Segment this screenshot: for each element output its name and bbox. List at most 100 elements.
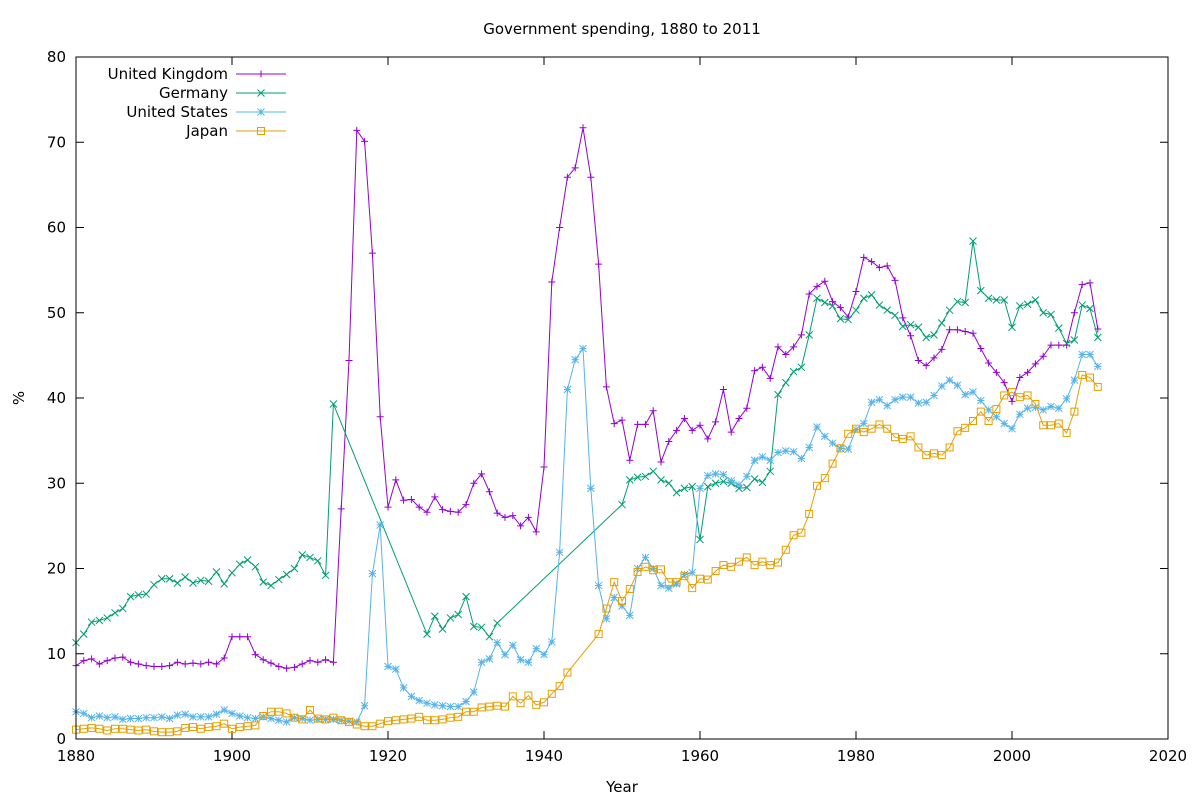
data-point-japan: [875, 420, 884, 429]
data-point-united-states: [189, 712, 197, 721]
data-point-japan: [719, 561, 728, 570]
data-point-united-kingdom: [439, 506, 447, 514]
data-point-united-states: [641, 553, 650, 562]
legend-entry-germany: Germany: [159, 84, 286, 102]
data-point-united-kingdom: [797, 331, 805, 339]
data-point-germany: [984, 294, 993, 303]
data-point-japan: [337, 716, 346, 725]
data-point-united-states: [532, 644, 541, 653]
data-point-united-kingdom: [782, 351, 790, 359]
data-point-united-kingdom: [774, 343, 782, 351]
data-point-japan: [657, 565, 665, 574]
data-point-japan: [555, 682, 564, 691]
data-point-united-kingdom: [985, 359, 993, 367]
data-point-united-states: [111, 712, 119, 721]
data-point-united-kingdom: [1000, 379, 1008, 387]
data-point-united-kingdom: [454, 508, 462, 516]
data-point-united-states: [906, 393, 915, 402]
data-point-germany: [259, 578, 268, 586]
data-point-united-kingdom: [173, 658, 181, 666]
y-tick-label: 10: [47, 645, 66, 663]
data-point-japan: [883, 424, 892, 433]
data-point-japan: [930, 449, 938, 458]
data-point-japan: [859, 428, 868, 437]
data-point-united-kingdom: [376, 413, 384, 421]
data-point-japan: [633, 567, 642, 576]
data-point-japan: [157, 728, 166, 737]
y-tick-label: 60: [47, 219, 66, 237]
data-point-united-states: [820, 432, 829, 441]
data-point-united-kingdom: [548, 278, 556, 286]
data-point-united-kingdom: [322, 656, 330, 664]
data-point-germany: [290, 564, 299, 573]
data-point-united-kingdom: [392, 476, 400, 484]
data-point-japan: [844, 429, 853, 438]
data-point-japan: [1008, 388, 1016, 397]
data-point-united-states: [883, 401, 892, 410]
data-point-germany: [766, 467, 775, 476]
data-point-united-states: [360, 701, 369, 710]
data-point-united-states: [345, 717, 353, 725]
data-point-united-kingdom: [805, 290, 813, 298]
x-tick-label: 1940: [525, 747, 563, 765]
data-point-united-states: [719, 470, 728, 479]
data-point-united-states: [688, 568, 697, 577]
data-point-japan: [680, 572, 689, 581]
data-point-united-kingdom: [501, 513, 509, 521]
data-point-germany: [688, 482, 697, 491]
data-point-japan: [181, 723, 190, 732]
data-point-united-states: [204, 712, 213, 721]
data-point-united-kingdom: [298, 660, 306, 668]
data-point-united-kingdom: [758, 363, 766, 371]
data-point-japan: [742, 553, 751, 562]
data-point-japan: [516, 699, 525, 708]
data-point-united-kingdom: [220, 654, 228, 662]
data-point-united-kingdom: [751, 367, 759, 375]
data-point-japan: [1054, 419, 1063, 428]
data-point-united-states: [625, 611, 634, 620]
data-point-united-kingdom: [868, 258, 876, 266]
data-point-united-kingdom: [361, 137, 369, 145]
data-point-germany: [945, 306, 954, 315]
data-point-germany: [1047, 310, 1055, 319]
plot-frame: [75, 56, 1169, 740]
data-point-germany: [142, 590, 151, 598]
data-point-japan: [415, 712, 424, 721]
data-point-united-kingdom: [1039, 352, 1047, 360]
data-point-united-states: [493, 638, 502, 647]
data-point-united-states: [610, 593, 619, 602]
data-point-united-kingdom: [431, 493, 439, 501]
data-point-united-states: [750, 456, 759, 465]
data-point-japan: [649, 566, 658, 575]
data-point-united-states: [407, 692, 416, 701]
data-point-united-states: [594, 581, 603, 590]
data-point-germany: [321, 571, 330, 580]
data-point-japan: [477, 703, 486, 712]
data-point-germany: [633, 473, 642, 482]
data-point-united-states: [368, 569, 377, 578]
data-point-germany: [930, 331, 938, 339]
data-point-japan: [602, 604, 611, 613]
data-point-united-states: [781, 447, 790, 455]
data-point-japan: [493, 701, 502, 710]
data-point-japan: [524, 691, 533, 700]
data-point-japan: [852, 424, 860, 433]
data-point-united-states: [937, 382, 946, 390]
data-point-united-kingdom: [914, 356, 922, 364]
x-tick-label: 2000: [993, 747, 1031, 765]
data-point-united-states: [711, 470, 720, 478]
data-point-germany: [243, 556, 252, 564]
data-point-japan: [1047, 421, 1055, 430]
data-point-united-kingdom: [938, 345, 946, 353]
data-point-united-states: [376, 521, 385, 529]
data-point-united-states: [586, 484, 595, 493]
data-point-united-states: [423, 699, 431, 708]
data-point-united-states: [524, 658, 533, 667]
data-point-japan: [134, 726, 143, 735]
data-point-germany: [126, 592, 135, 601]
data-point-germany: [430, 612, 439, 621]
data-point-united-states: [274, 716, 283, 725]
data-point-japan: [243, 722, 252, 731]
data-point-germany: [696, 535, 704, 544]
